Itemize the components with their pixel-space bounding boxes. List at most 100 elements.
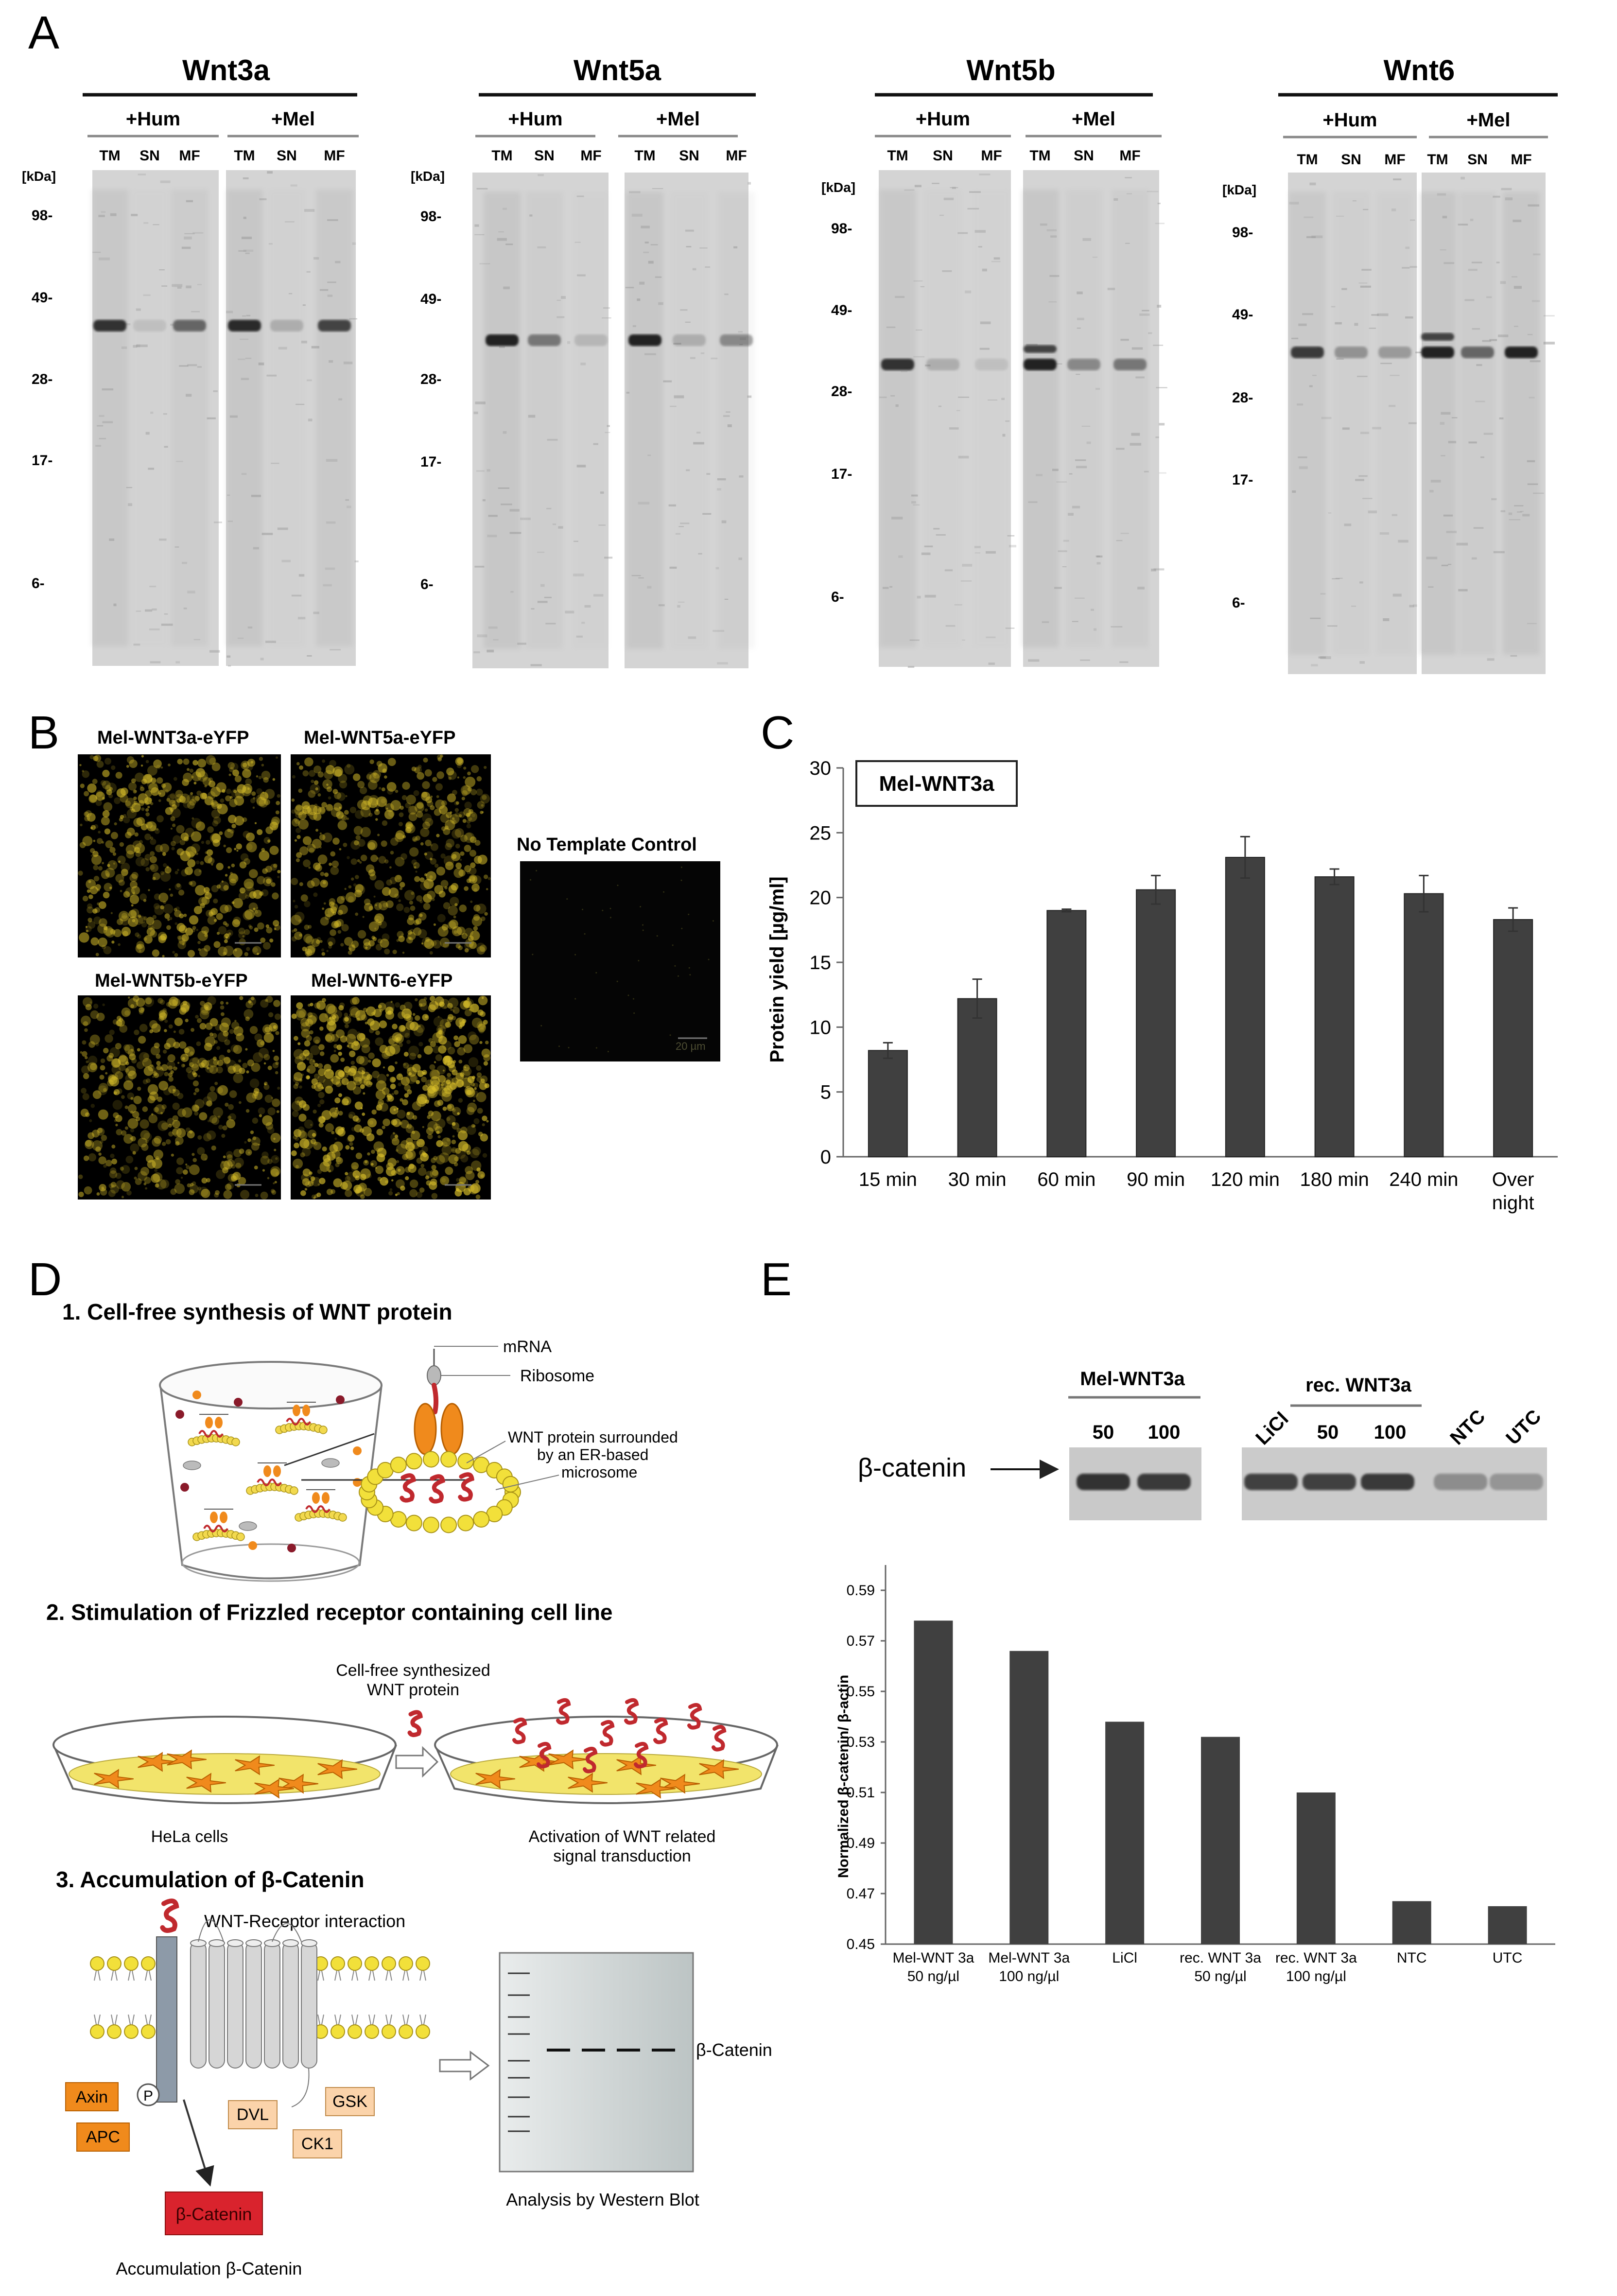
protein-band [228,320,261,331]
protein-band [574,334,608,346]
hela-cell-icon [235,1755,275,1775]
kda-marker: 17- [32,452,52,469]
lane-label-utc: UTC [1502,1406,1545,1449]
lane-label: MF [726,148,747,164]
lane-label: TM [634,148,655,164]
bar [1201,1737,1240,1944]
blot-band [1303,1474,1356,1490]
legend-box [855,760,1018,807]
blot-wnt5a: Wnt5a +Hum TM SN MF +Mel TM SN MF [kDa] 98- 49- 28- 1… [411,54,756,668]
condition-label: +Hum [508,108,562,130]
hela-cell-icon [699,1759,739,1779]
bar [957,998,997,1158]
y-tick-label: 0.55 [847,1684,875,1700]
bar [1046,910,1087,1158]
panel-letter-c: C [761,707,794,759]
activation-label-1: Activation of WNT related [529,1827,716,1846]
wnt-surrounded-label-3: microsome [561,1463,637,1481]
protein-band [1335,347,1368,358]
hela-cell-icon [167,1749,207,1770]
bar [1314,876,1355,1157]
blot-band [1490,1474,1543,1490]
y-tick-label: 0.49 [847,1835,875,1851]
kda-marker: 49- [1232,307,1253,323]
condition-label: +Mel [1072,108,1115,130]
lane-label: MF [1119,148,1140,164]
wnt-protein-icon [687,1703,702,1730]
y-tick-label: 10 [810,1017,832,1038]
protein-band [1113,359,1147,370]
step3-title: 3. Accumulation of β-Catenin [56,1867,365,1892]
gsk-box [325,2087,375,2116]
y-tick-label: 0.45 [847,1936,875,1952]
kda-marker: 6- [1232,595,1245,611]
no-template-micrograph [520,861,720,1061]
beta-catenin-box [165,2192,263,2235]
bar [1404,893,1444,1157]
hela-cell-icon [317,1759,357,1779]
wnt-protein-icon [556,1698,571,1725]
condition-label: +Hum [1322,109,1377,131]
lane-label-ntc: NTC [1446,1406,1489,1449]
kda-marker: 6- [32,575,45,591]
y-tick-label: 0.57 [847,1633,875,1649]
wnt-protein-icon [458,1472,474,1502]
ck1-box [293,2129,342,2158]
step1-title: 1. Cell-free synthesis of WNT protein [62,1299,452,1324]
blot-title: Wnt3a [182,54,270,87]
lane-label: TM [99,148,120,164]
protein-band [318,320,351,331]
lane-label-mel-100: 100 [1148,1422,1181,1443]
x-tick-label: 60 min [1037,1169,1095,1190]
step2-title: 2. Stimulation of Frizzled receptor cont… [46,1600,613,1625]
cf-synth-label-1: Cell-free synthesized [336,1661,490,1680]
x-tick-label: 240 min [1389,1169,1458,1190]
protein-band [1067,359,1100,370]
x-tick-label: 50 ng/µl [1194,1968,1246,1984]
protein-band [270,320,303,331]
condition-label: +Mel [1466,109,1510,131]
mrna-label: mRNA [503,1338,552,1356]
phospho-icon [137,2083,160,2106]
blot-beta-catenin-label: β-Catenin [696,2040,772,2060]
x-tick-label: rec. WNT 3a [1275,1950,1357,1966]
wnt-ligand-icon [160,1898,179,1933]
protein-band [1291,347,1324,358]
wnt-surrounded-label-2: by an ER-based [537,1446,648,1463]
condition-label: +Hum [916,108,970,130]
frizzled-receptor [156,1919,317,2107]
kda-marker: 17- [420,454,441,470]
bar [1136,889,1176,1157]
microsome-zoom: mRNA Ribosome WNT protein surrounded by … [359,1338,678,1533]
y-tick-label: 0.53 [847,1734,875,1750]
y-tick-label: 20 [810,887,832,909]
x-tick-label: Mel-WNT 3a [893,1950,974,1966]
bar [1488,1906,1527,1944]
wnt-protein-icon [653,1717,668,1744]
receptor-helix [209,1941,225,2069]
lane-label: MF [1511,152,1531,168]
arrow-to-dish-2 [395,1746,439,1778]
wnt-protein-icon [537,1741,552,1769]
lane-label: MF [1384,152,1405,168]
x-tick-label: night [1492,1192,1534,1214]
hela-cell-icon [254,1778,294,1799]
lane-label-licl: LiCl [1252,1408,1293,1449]
bar [1105,1722,1145,1944]
x-tick-label: 15 min [859,1169,917,1190]
receptor-helix [190,1941,207,2069]
kda-marker: 17- [831,466,852,482]
hela-cell-icon [568,1773,608,1793]
apc-label: APC [86,2128,120,2146]
hela-label: HeLa cells [151,1827,228,1846]
protein-band [133,320,166,331]
wnt-protein-icon [429,1474,445,1504]
y-tick-label: 0.47 [847,1886,875,1902]
condition-label: +Mel [271,108,315,130]
protein-band [673,334,706,346]
x-tick-label: LiCl [1112,1950,1137,1966]
bar [1493,919,1533,1157]
x-tick-label: 180 min [1300,1169,1369,1190]
protein-band [486,334,519,346]
